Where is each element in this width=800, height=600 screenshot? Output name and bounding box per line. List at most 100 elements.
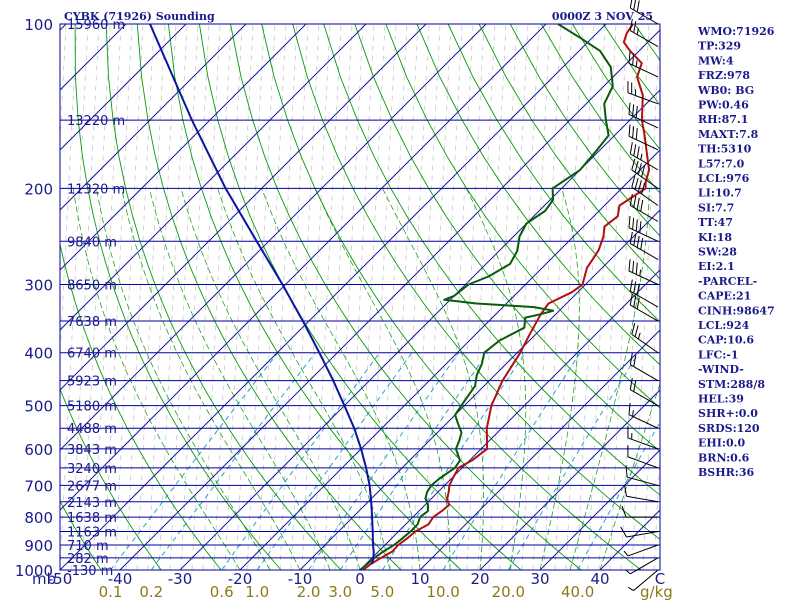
wind-barb-staff [628, 227, 659, 242]
wind-barb-flag [636, 197, 640, 210]
shade-hatch-line [367, 24, 397, 570]
temperature-tick-label: 40 [590, 570, 609, 588]
sounding-index-item: CAP:10.6 [698, 334, 754, 347]
isotherm-line [60, 24, 307, 271]
wind-barb-half-flag [625, 569, 631, 575]
wind-barb-flag [633, 144, 637, 156]
sounding-index-item: WB0: BG [697, 84, 754, 97]
isotherm-line [60, 24, 247, 211]
wind-barb-half-flag [636, 28, 639, 35]
wind-barb-flag [635, 262, 638, 275]
wind-barb-staff [630, 364, 659, 382]
shade-hatch-line [323, 24, 353, 570]
shade-hatch-line [136, 24, 166, 570]
wind-barb-flag [636, 297, 640, 310]
shade-hatch-line [180, 24, 210, 570]
shade-hatch-line [114, 24, 144, 570]
wind-barb-flag [633, 355, 637, 367]
shade-hatch-line [532, 24, 562, 570]
shade-hatch-line [356, 24, 386, 570]
shade-hatch-line [147, 24, 177, 570]
wind-barb-flag [634, 325, 639, 337]
temperature-tick-label: -20 [228, 570, 253, 588]
height-level-label: 1163 m [67, 525, 117, 540]
isotherm-line [60, 24, 427, 391]
shade-hatch-line [60, 24, 78, 363]
shade-hatch-line [125, 24, 155, 570]
isotherm-line [60, 24, 187, 151]
isotherm-line [299, 209, 660, 570]
wind-barb [629, 18, 659, 48]
sounding-time: 0000Z 3 NOV 25 [552, 10, 653, 23]
wind-barb-flag [637, 180, 642, 192]
sounding-index-item: -WIND- [698, 363, 744, 376]
wind-barb-staff [628, 270, 659, 285]
wind-barb-flag [631, 322, 636, 335]
wind-barb [631, 158, 659, 189]
pressure-tick-label: 200 [24, 180, 53, 198]
sounding-index-item: STM:288/8 [698, 378, 765, 391]
wind-barb-flag [629, 279, 633, 292]
shade-hatch-line [70, 24, 100, 570]
shade-hatch-line [488, 24, 518, 570]
wind-barb-flag [629, 18, 633, 31]
wind-barb-flag [637, 163, 642, 175]
isotherm-line [0, 24, 6, 570]
wind-barb-staff [630, 30, 659, 48]
wind-barb-flag [628, 51, 631, 64]
height-level-label: 1638 m [67, 511, 117, 526]
isotherm-line [419, 329, 660, 570]
shade-hatch-line [224, 24, 254, 570]
station-title: CYBK (71926) Sounding [64, 10, 215, 23]
sounding-index-item: SI:7.7 [698, 201, 734, 214]
wind-barb-flag [629, 193, 633, 206]
wind-barb-staff [627, 437, 659, 450]
wind-barb-flag [634, 160, 639, 173]
shade-hatch-line [455, 24, 485, 570]
pressure-unit: mb [32, 570, 56, 588]
moist-adiabat-line [72, 188, 241, 570]
pressure-tick-label: 300 [24, 277, 53, 295]
pressure-tick-label: 100 [24, 16, 53, 34]
wind-barb-flag [629, 378, 633, 390]
wind-barb-flag [621, 505, 627, 518]
wind-barb-flag [636, 283, 640, 296]
dry-adiabat-line [167, 24, 462, 570]
wind-barb-flag [632, 126, 635, 139]
wind-barb-flag [628, 259, 631, 272]
sounding-index-item: TH:5310 [698, 143, 752, 156]
wind-barb [627, 81, 659, 105]
shade-hatch-line [477, 24, 507, 570]
isotherm-line [119, 29, 660, 570]
sounding-index-item: MW:4 [698, 54, 734, 67]
dry-adiabat-line [478, 24, 660, 280]
wind-barb-flag [629, 0, 633, 9]
wind-barb [628, 216, 659, 242]
wind-barb-flag [633, 233, 637, 246]
sounding-index-item: RH:87.1 [698, 113, 748, 126]
parcel-trace [149, 24, 375, 565]
dry-adiabat-line [60, 242, 222, 570]
wind-barb-staff [630, 153, 659, 171]
mixing-ratio-label: 0.2 [139, 583, 163, 600]
shade-hatch-line [422, 24, 452, 570]
wind-barb [625, 557, 659, 575]
shade-hatch-line [169, 24, 199, 570]
shade-hatch-line [279, 24, 309, 570]
wind-barb [629, 0, 659, 25]
shade-hatch-line [653, 446, 660, 570]
wind-barb-half-flag [635, 60, 638, 67]
pressure-tick-label: 400 [24, 345, 53, 363]
pressure-tick-label: 600 [24, 441, 53, 459]
sounding-index-item: PW:0.46 [698, 99, 749, 112]
isotherm-line [479, 389, 660, 570]
wind-barb-flag [636, 235, 640, 248]
shade-hatch-line [598, 24, 628, 570]
wind-barb-half-flag [627, 586, 634, 591]
sounding-index-item: SHR+:0.0 [698, 407, 758, 420]
wind-barb-flag [628, 403, 631, 415]
wind-barb-flag [633, 380, 637, 392]
wind-barb [621, 505, 658, 518]
wind-barb-staff [630, 389, 659, 407]
